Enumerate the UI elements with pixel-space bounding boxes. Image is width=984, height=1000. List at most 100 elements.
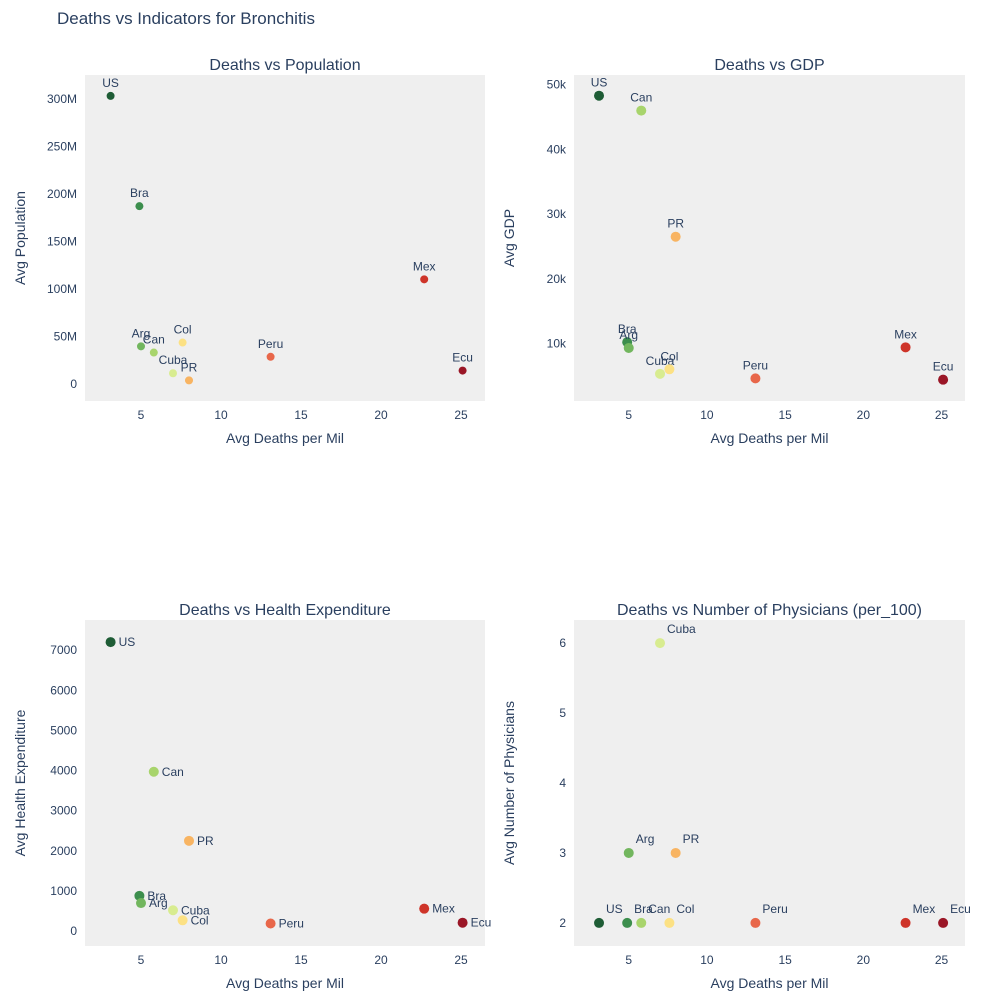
point-cuba	[655, 368, 666, 379]
y-tick-label: 6000	[50, 683, 77, 697]
point-label-arg: Arg	[132, 326, 151, 340]
point-label-col: Col	[191, 913, 209, 927]
point-col	[664, 917, 675, 928]
y-axis-title: Avg Population	[12, 191, 28, 285]
plot-area	[574, 620, 965, 946]
point-label-ecu: Ecu	[452, 351, 473, 365]
x-tick-label: 5	[138, 953, 145, 967]
x-tick-label: 25	[935, 953, 949, 967]
point-us	[594, 90, 605, 101]
point-pr	[670, 847, 681, 858]
point-label-bra: Bra	[147, 889, 166, 903]
point-peru	[750, 917, 761, 928]
point-label-peru: Peru	[279, 917, 304, 931]
x-tick-label: 20	[857, 953, 871, 967]
point-label-us: US	[591, 76, 608, 90]
x-tick-label: 15	[778, 408, 792, 422]
point-label-ecu: Ecu	[471, 916, 492, 930]
y-tick-label: 3	[559, 846, 566, 860]
point-label-can: Can	[648, 902, 670, 916]
y-tick-label: 2000	[50, 844, 77, 858]
point-label-can: Can	[143, 333, 165, 347]
x-tick-label: 15	[778, 953, 792, 967]
y-tick-label: 4000	[50, 764, 77, 778]
subplot-title: Deaths vs Population	[209, 57, 360, 74]
y-tick-label: 7000	[50, 643, 77, 657]
point-label-pr: PR	[683, 832, 700, 846]
point-us	[105, 637, 116, 648]
y-axis-title: Avg Number of Physicians	[501, 701, 517, 865]
x-tick-label: 10	[214, 953, 228, 967]
x-tick-label: 10	[700, 953, 714, 967]
plot-area	[574, 75, 965, 401]
point-label-col: Col	[660, 349, 678, 363]
point-arg	[623, 342, 634, 353]
x-tick-label: 20	[374, 408, 388, 422]
point-can	[636, 917, 647, 928]
y-tick-label: 200M	[47, 187, 77, 201]
point-label-cuba: Cuba	[159, 353, 188, 367]
point-label-cuba: Cuba	[667, 622, 696, 636]
point-label-peru: Peru	[762, 902, 787, 916]
y-tick-label: 5	[559, 706, 566, 720]
x-axis-title: Avg Deaths per Mil	[710, 975, 828, 991]
subplot-deaths-vs-number-of-physicians-per-100: Deaths vs Number of Physicians (per_100)…	[501, 602, 971, 991]
x-tick-label: 5	[625, 953, 632, 967]
point-label-arg: Arg	[636, 832, 655, 846]
point-label-mex: Mex	[894, 327, 917, 341]
point-label-pr: PR	[181, 360, 198, 374]
point-peru	[265, 918, 276, 929]
point-bra	[622, 917, 633, 928]
subplot-title: Deaths vs GDP	[714, 57, 824, 74]
point-label-can: Can	[630, 91, 652, 105]
point-can	[148, 766, 159, 777]
x-tick-label: 20	[374, 953, 388, 967]
point-label-us: US	[119, 635, 136, 649]
point-col	[664, 364, 675, 375]
point-pr	[184, 835, 194, 846]
chart-main-title: Deaths vs Indicators for Bronchitis	[57, 9, 315, 28]
point-mex	[900, 342, 911, 353]
point-label-bra: Bra	[130, 186, 149, 200]
point-col	[177, 915, 188, 926]
point-cuba	[168, 905, 178, 916]
point-label-can: Can	[162, 765, 184, 779]
x-tick-label: 25	[935, 408, 949, 422]
point-mex	[420, 275, 429, 284]
y-tick-label: 0	[70, 377, 77, 391]
point-bra	[135, 202, 144, 211]
y-tick-label: 0	[70, 924, 77, 938]
x-axis-title: Avg Deaths per Mil	[710, 430, 828, 446]
point-cuba	[169, 369, 177, 378]
point-label-peru: Peru	[743, 358, 768, 372]
point-label-cuba: Cuba	[646, 354, 675, 368]
x-tick-label: 15	[294, 408, 308, 422]
y-tick-label: 300M	[47, 92, 77, 106]
x-tick-label: 10	[214, 408, 228, 422]
y-tick-label: 30k	[547, 207, 567, 221]
y-tick-label: 40k	[547, 142, 567, 156]
point-label-peru: Peru	[258, 337, 283, 351]
point-us	[106, 91, 115, 100]
point-arg	[623, 847, 634, 858]
x-tick-label: 20	[857, 408, 871, 422]
y-tick-label: 50k	[547, 78, 567, 92]
subplot-title: Deaths vs Number of Physicians (per_100)	[617, 602, 922, 619]
point-label-pr: PR	[197, 834, 214, 848]
y-axis-title: Avg GDP	[501, 209, 517, 267]
point-peru	[266, 352, 275, 361]
point-label-us: US	[102, 76, 119, 90]
y-tick-label: 250M	[47, 139, 77, 153]
subplot-deaths-vs-gdp: Deaths vs GDP 5 10 15 20 25 10k 20k 30k 40k 50k Avg…	[501, 57, 965, 446]
point-ecu	[938, 374, 949, 385]
y-tick-label: 4	[559, 776, 566, 790]
point-pr	[670, 231, 681, 242]
point-pr	[185, 376, 193, 385]
y-tick-label: 5000	[50, 723, 77, 737]
plot-area	[85, 620, 485, 946]
y-tick-label: 100M	[47, 282, 77, 296]
y-tick-label: 50M	[54, 329, 77, 343]
y-axis-title: Avg Health Expenditure	[12, 709, 28, 856]
point-label-col: Col	[676, 902, 694, 916]
